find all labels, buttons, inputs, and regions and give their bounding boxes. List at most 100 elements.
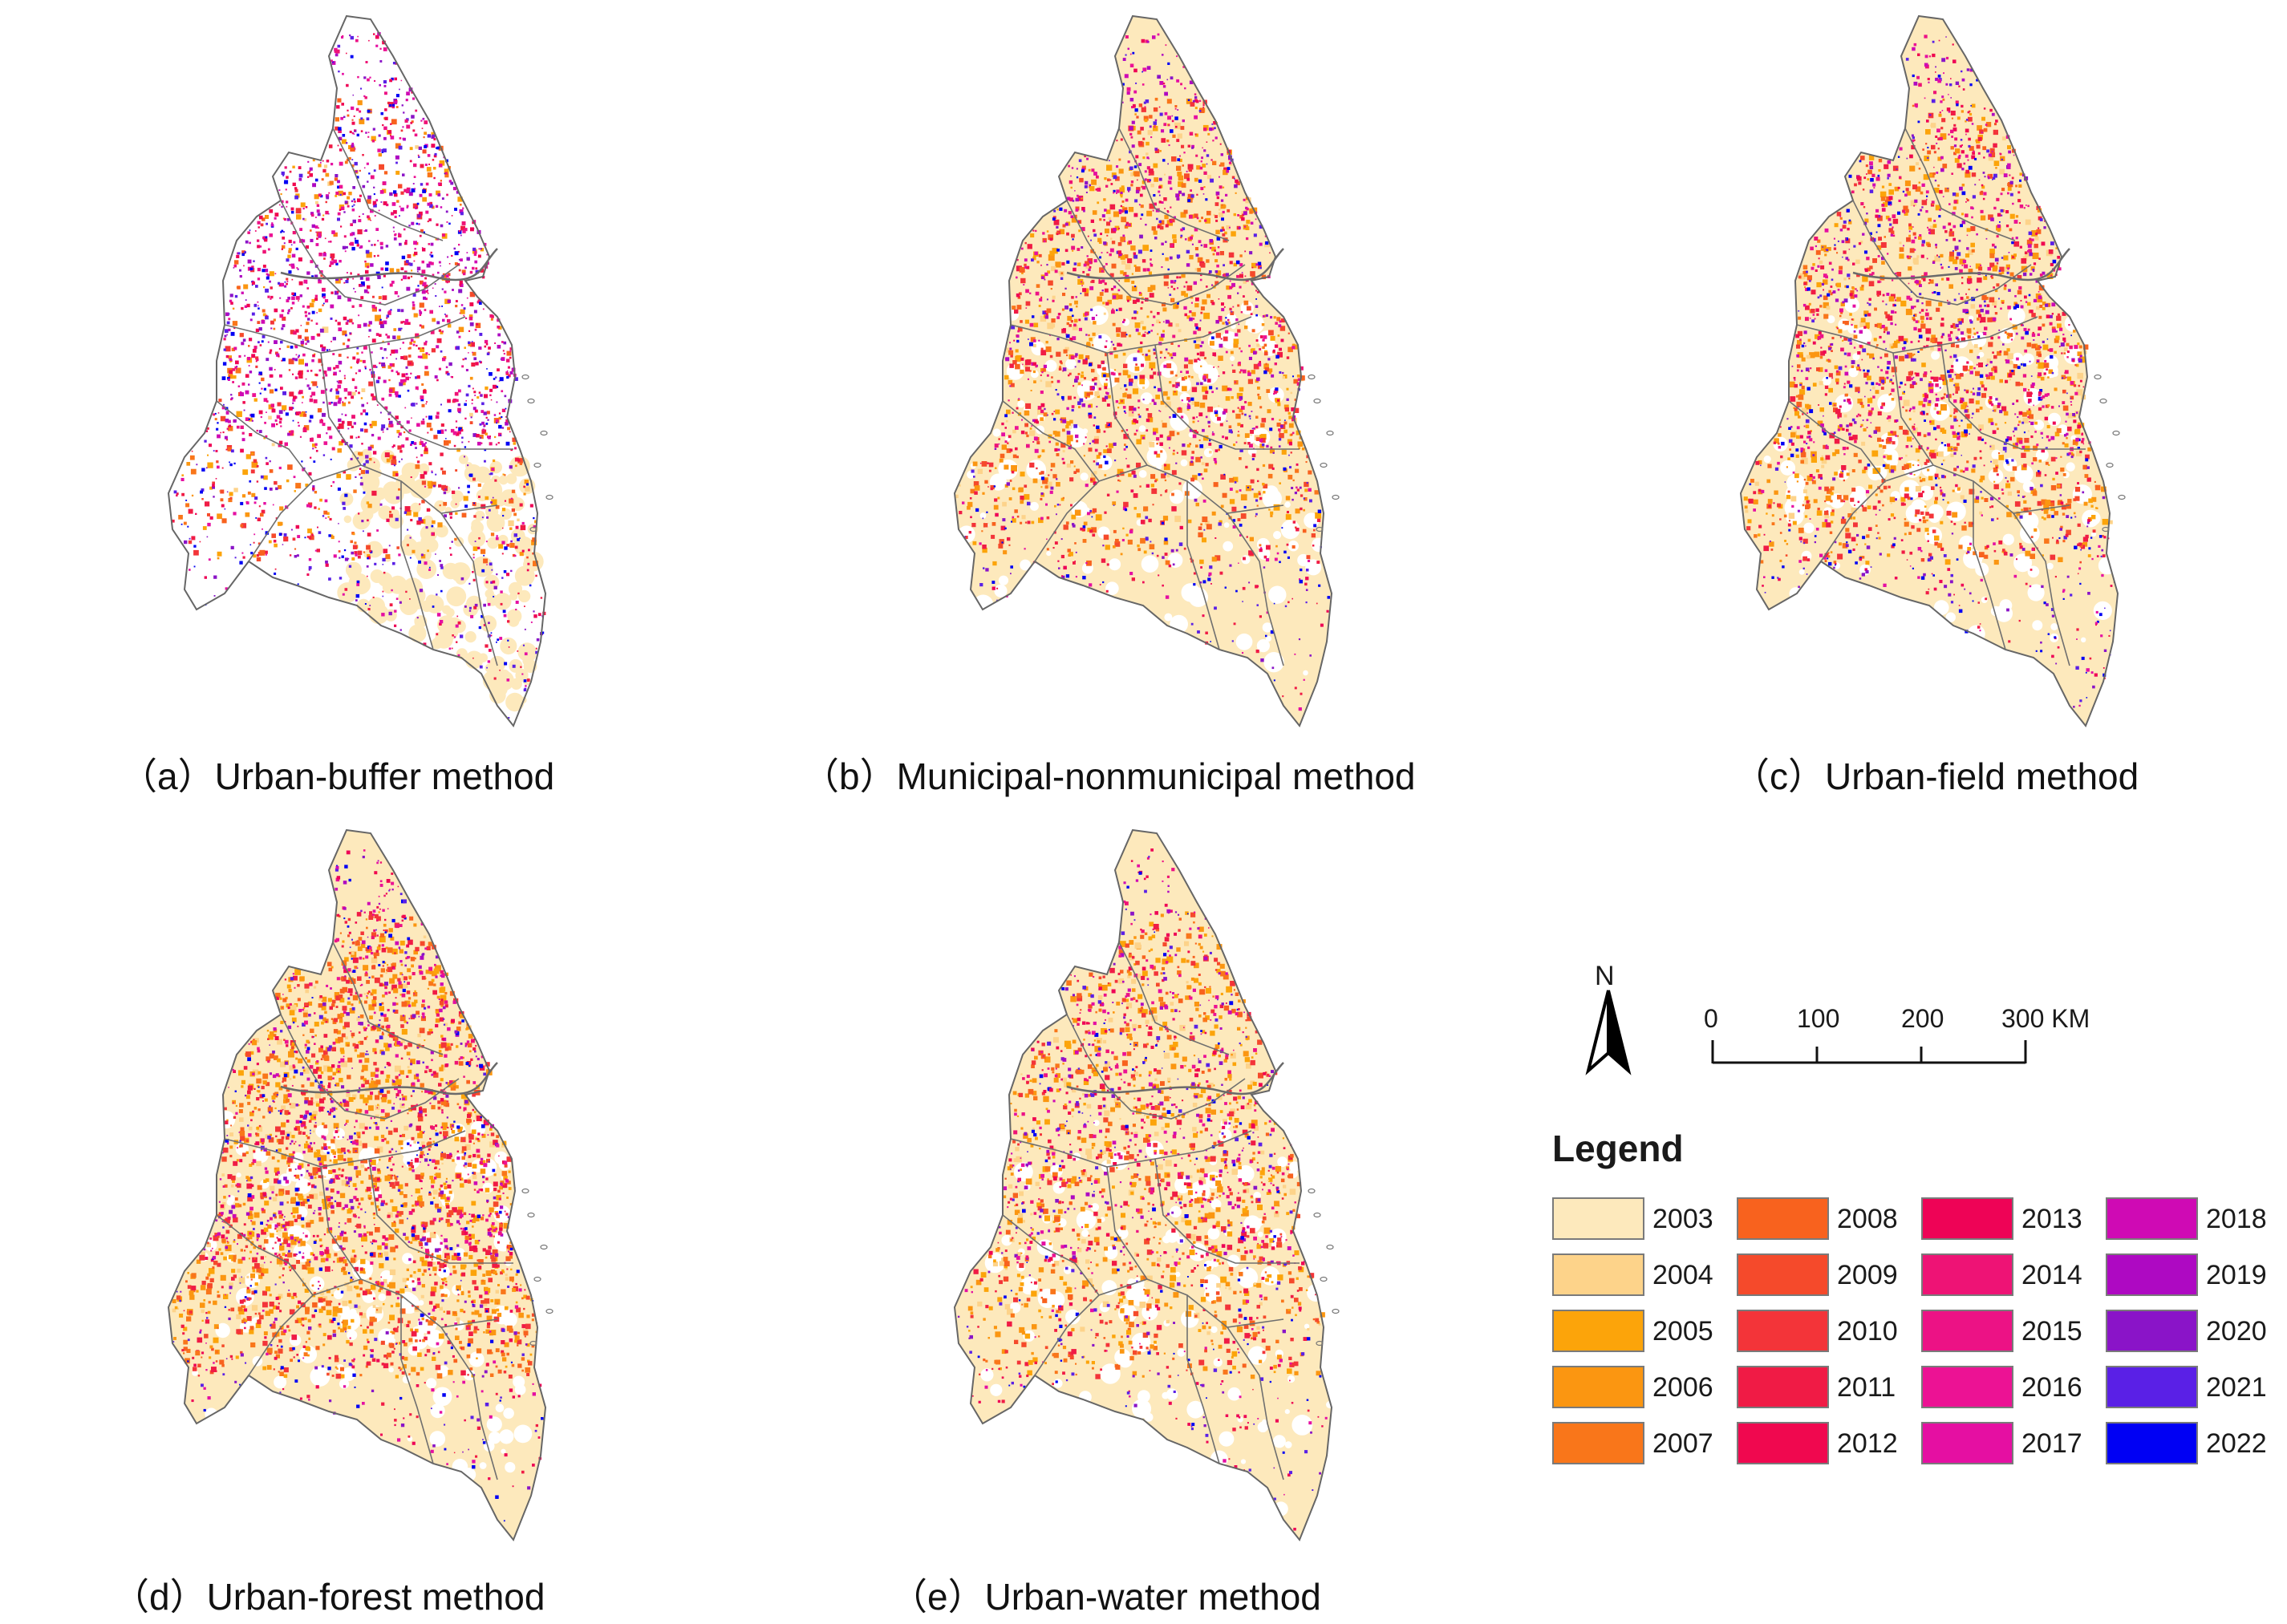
map-c <box>1739 14 2126 727</box>
prefecture-boundary <box>280 1014 460 1120</box>
island <box>2102 526 2110 533</box>
legend-item-2008: 2008 <box>1737 1197 1929 1242</box>
island <box>1316 526 1324 533</box>
map-panel-c <box>1572 0 2287 738</box>
study-area-fill <box>168 16 545 726</box>
prefecture-boundary <box>216 400 314 482</box>
prefecture-boundary <box>1034 1278 1148 1376</box>
river-line <box>1066 1062 1284 1095</box>
growth-2005-2011 <box>1743 98 2107 565</box>
legend-label: 2005 <box>1652 1316 1713 1347</box>
map-b <box>953 14 1340 727</box>
prefecture-boundary <box>400 1295 434 1464</box>
study-area-boundary <box>1739 14 2119 727</box>
island <box>1313 398 1321 404</box>
legend-label: 2010 <box>1837 1316 1898 1347</box>
prefecture-boundary <box>332 942 444 1055</box>
river-line <box>280 248 498 281</box>
legend-swatch <box>1737 1422 1829 1464</box>
legend-swatch <box>1552 1310 1644 1352</box>
caption-a: （a）Urban-buffer method <box>120 755 555 797</box>
map-panel-d <box>0 814 722 1552</box>
caption-e: （e）Urban-water method <box>890 1576 1321 1618</box>
map-a <box>167 14 554 727</box>
prefecture-boundary <box>280 200 460 306</box>
prefecture-boundary <box>224 316 466 354</box>
island <box>529 526 537 533</box>
caption-b: （b）Municipal-nonmunicipal method <box>802 755 1416 797</box>
north-arrow-icon <box>1585 990 1632 1075</box>
prefecture-boundary <box>1796 316 2038 354</box>
prefecture-boundary <box>1106 352 1284 514</box>
prefecture-boundary <box>1892 352 2070 514</box>
legend-swatch <box>2106 1253 2198 1296</box>
prefecture-boundary <box>1820 464 1934 562</box>
prefecture-boundary <box>1034 464 1148 562</box>
island <box>545 494 554 500</box>
map-panel-e <box>786 814 1508 1552</box>
island <box>2099 398 2107 404</box>
legend-swatch <box>1552 1253 1644 1296</box>
legend-swatch <box>1921 1197 2013 1240</box>
island <box>1320 1276 1328 1282</box>
prefecture-boundary <box>1940 344 2086 450</box>
legend-swatch <box>1921 1422 2013 1464</box>
river-line <box>1066 248 1284 281</box>
legend-swatch <box>1552 1422 1644 1464</box>
island <box>1308 374 1316 380</box>
prefecture-boundary <box>1154 344 1300 450</box>
prefecture-boundary <box>1186 481 1220 650</box>
caption-c: （c）Urban-field method <box>1733 755 2139 797</box>
island <box>1316 1340 1324 1347</box>
map-panel-a <box>0 0 722 738</box>
prefecture-boundary <box>216 1214 314 1296</box>
legend-swatch <box>2106 1310 2198 1352</box>
island <box>2112 430 2120 436</box>
legend-item-2004: 2004 <box>1552 1253 1745 1298</box>
north-arrow-label: N <box>1595 961 1615 991</box>
legend-item-2003: 2003 <box>1552 1197 1745 1242</box>
prefecture-boundary <box>1154 1158 1300 1264</box>
legend-label: 2020 <box>2206 1316 2267 1347</box>
river-line <box>1852 248 2070 281</box>
growth-2012-2022 <box>1778 34 2091 453</box>
legend-item-2015: 2015 <box>1921 1310 2114 1355</box>
legend-item-2005: 2005 <box>1552 1310 1745 1355</box>
prefecture-boundary <box>400 481 434 650</box>
caption-d: （d）Urban-forest method <box>112 1576 545 1618</box>
study-area-fill <box>168 830 545 1540</box>
legend-label: 2006 <box>1652 1372 1713 1403</box>
island <box>540 430 548 436</box>
legend-label: 2012 <box>1837 1428 1898 1459</box>
prefecture-boundary <box>2013 512 2070 666</box>
island <box>1308 1188 1316 1194</box>
island <box>521 374 529 380</box>
legend-swatch <box>1737 1310 1829 1352</box>
prefecture-boundary <box>1973 481 2006 650</box>
prefecture-boundary <box>1002 1214 1100 1296</box>
growth-2012-2022 <box>988 848 1305 1266</box>
prefecture-boundary <box>1227 1326 1284 1480</box>
prefecture-boundary <box>248 1278 362 1376</box>
study-area-boundary <box>167 828 547 1541</box>
prefecture-boundary <box>368 1158 513 1264</box>
legend-label: 2015 <box>2021 1316 2082 1347</box>
growth-south-recent <box>172 1264 544 1522</box>
prefecture-boundary <box>1186 1295 1220 1464</box>
prefecture-boundary <box>440 1326 498 1480</box>
prefecture-boundary <box>1106 1166 1284 1328</box>
growth-2004-2006 <box>955 122 1321 525</box>
map-panel-b <box>786 0 1508 738</box>
island <box>529 1340 537 1347</box>
legend-swatch <box>1921 1253 2013 1296</box>
legend-item-2022: 2022 <box>2106 1422 2287 1467</box>
island <box>540 1244 548 1250</box>
growth-south-recent <box>957 1263 1328 1531</box>
legend-label: 2004 <box>1652 1260 1713 1290</box>
legend-item-2018: 2018 <box>2106 1197 2287 1242</box>
prefecture-boundary <box>1788 400 1886 482</box>
growth-south-recent <box>962 449 1331 711</box>
non-urban-patches <box>980 1119 1333 1517</box>
island <box>1320 462 1328 468</box>
study-area-boundary <box>953 828 1333 1541</box>
